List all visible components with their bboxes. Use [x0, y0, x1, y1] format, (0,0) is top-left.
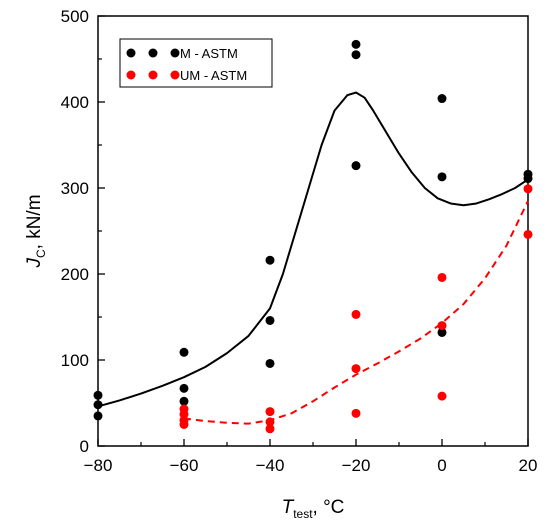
- data-point-series-1: [265, 417, 275, 427]
- y-tick-label: 0: [80, 437, 89, 456]
- data-point-series-0: [93, 390, 103, 400]
- y-axis-title-unit: , kN/m: [24, 194, 45, 249]
- y-tick-label: 100: [61, 351, 89, 370]
- legend-marker-um-3: [170, 70, 180, 80]
- legend-marker-um-2: [148, 70, 158, 80]
- data-point-series-1: [437, 391, 447, 401]
- legend-marker-m-2: [148, 48, 158, 58]
- data-point-series-0: [437, 94, 447, 104]
- fit-curve-series-0: [97, 91, 529, 408]
- data-point-series-0: [179, 383, 189, 393]
- y-tick-label: 400: [61, 93, 89, 112]
- x-tick-label: −20: [342, 456, 371, 475]
- x-axis-title: Ttest, °C: [282, 497, 345, 521]
- data-point-series-0: [179, 396, 189, 406]
- data-point-series-1: [179, 420, 189, 429]
- data-point-series-0: [351, 50, 361, 60]
- y-axis-title: JC, kN/m: [24, 194, 48, 268]
- data-point-series-0: [93, 400, 103, 410]
- x-tick-label: 0: [437, 456, 446, 475]
- legend-marker-m-1: [126, 48, 136, 58]
- data-point-series-0: [179, 347, 189, 357]
- data-point-series-0: [265, 255, 275, 265]
- data-point-series-0: [351, 39, 361, 49]
- data-point-series-0: [265, 315, 275, 325]
- data-point-series-1: [351, 364, 361, 374]
- y-tick-label: 300: [61, 179, 89, 198]
- legend-label-m: M - ASTM: [180, 46, 238, 61]
- y-axis-title-sub: C: [34, 249, 48, 258]
- data-point-series-0: [93, 411, 103, 421]
- x-axis-title-main: T: [282, 497, 295, 518]
- legend-marker-um-1: [126, 70, 136, 80]
- data-point-series-0: [437, 172, 447, 182]
- legend-label-um: UM - ASTM: [180, 68, 247, 83]
- data-point-series-1: [437, 321, 447, 331]
- data-point-series-1: [437, 272, 447, 282]
- data-point-series-1: [523, 184, 533, 194]
- legend-marker-m-3: [170, 48, 180, 58]
- data-points: [93, 39, 533, 434]
- legend: M - ASTM UM - ASTM: [119, 38, 273, 88]
- x-tick-label: 20: [519, 456, 538, 475]
- data-point-series-0: [351, 161, 361, 171]
- y-tick-label: 500: [61, 7, 89, 26]
- legend-box: [119, 38, 273, 88]
- fit-curve-series-1: [183, 200, 529, 425]
- fit-curves: [97, 91, 529, 425]
- x-tick-label: −40: [256, 456, 285, 475]
- data-point-series-1: [265, 407, 275, 417]
- y-axis-title-main: J: [24, 258, 45, 269]
- data-point-series-1: [351, 408, 361, 418]
- x-axis-title-sub: test: [293, 507, 313, 521]
- x-axis-title-unit: , °C: [313, 497, 345, 518]
- data-point-series-0: [437, 327, 447, 337]
- x-tick-label: −60: [170, 456, 199, 475]
- data-point-series-1: [523, 229, 533, 239]
- data-point-series-0: [265, 358, 275, 368]
- data-point-series-1: [351, 309, 361, 319]
- x-tick-label: −80: [84, 456, 113, 475]
- y-tick-label: 200: [61, 265, 89, 284]
- data-point-series-0: [523, 174, 533, 184]
- data-point-series-1: [265, 424, 275, 434]
